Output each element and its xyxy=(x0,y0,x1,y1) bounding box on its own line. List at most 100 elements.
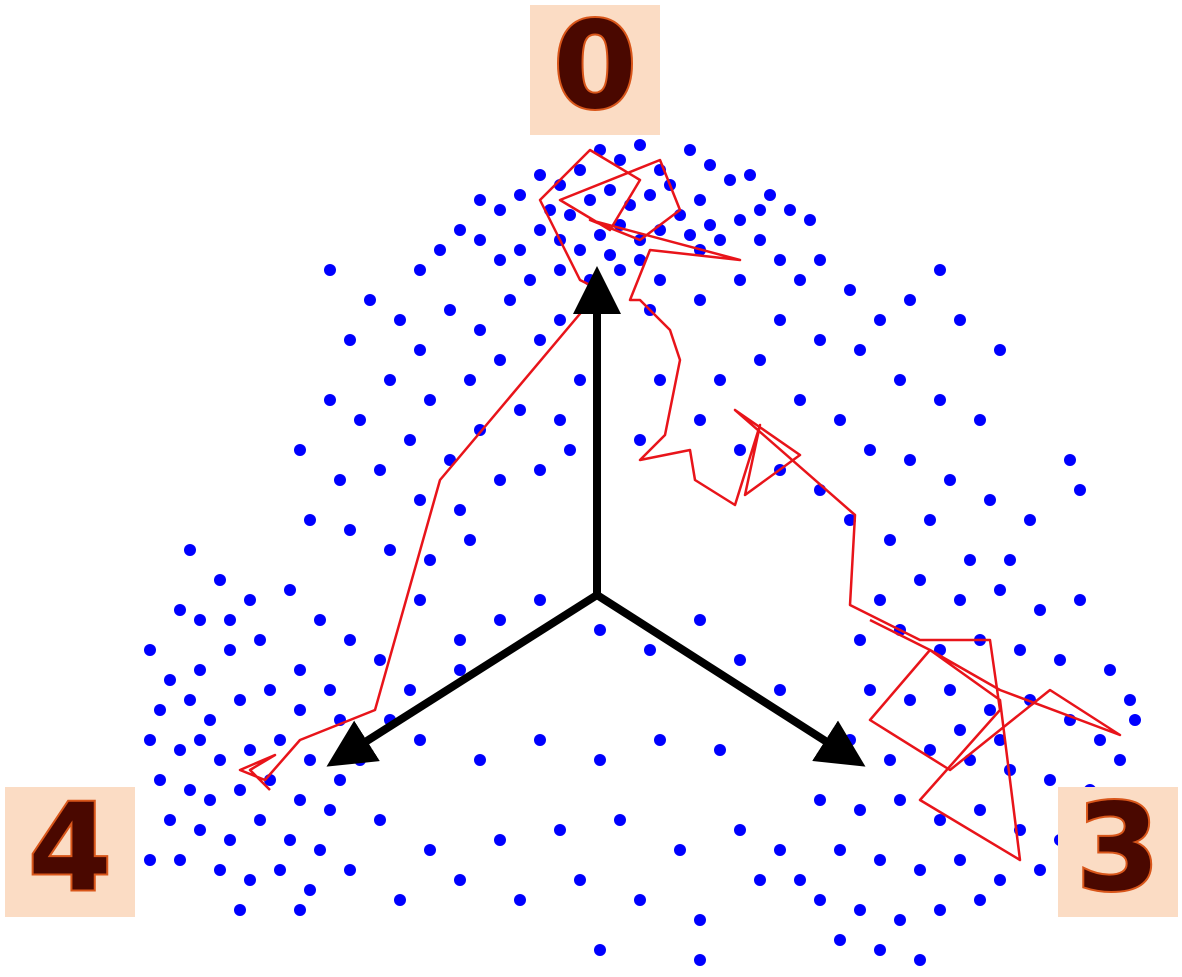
point xyxy=(794,274,806,286)
point xyxy=(354,754,366,766)
point xyxy=(374,654,386,666)
point xyxy=(714,374,726,386)
point xyxy=(454,874,466,886)
point xyxy=(1034,604,1046,616)
point xyxy=(294,664,306,676)
point xyxy=(574,244,586,256)
point xyxy=(974,894,986,906)
point xyxy=(654,734,666,746)
point xyxy=(914,864,926,876)
point xyxy=(494,834,506,846)
point xyxy=(454,664,466,676)
point xyxy=(1004,554,1016,566)
point xyxy=(454,224,466,236)
point xyxy=(154,774,166,786)
point xyxy=(694,294,706,306)
point xyxy=(184,784,196,796)
point xyxy=(414,594,426,606)
point xyxy=(954,314,966,326)
point xyxy=(284,834,296,846)
point xyxy=(324,804,336,816)
point xyxy=(594,754,606,766)
point xyxy=(974,804,986,816)
point xyxy=(204,714,216,726)
point xyxy=(294,444,306,456)
point xyxy=(494,204,506,216)
point xyxy=(944,474,956,486)
point xyxy=(984,494,996,506)
point xyxy=(734,274,746,286)
point xyxy=(634,894,646,906)
point xyxy=(294,794,306,806)
point xyxy=(604,184,616,196)
point xyxy=(764,189,776,201)
point xyxy=(494,254,506,266)
point xyxy=(234,784,246,796)
point xyxy=(994,874,1006,886)
point xyxy=(694,414,706,426)
point xyxy=(1114,754,1126,766)
point xyxy=(424,844,436,856)
point xyxy=(244,594,256,606)
point xyxy=(854,904,866,916)
point xyxy=(244,744,256,756)
point xyxy=(794,394,806,406)
point xyxy=(304,754,316,766)
point xyxy=(184,694,196,706)
point xyxy=(744,169,756,181)
point xyxy=(644,189,656,201)
point xyxy=(504,294,516,306)
point xyxy=(214,864,226,876)
point xyxy=(374,814,386,826)
point xyxy=(674,844,686,856)
point xyxy=(594,229,606,241)
point xyxy=(424,394,436,406)
point xyxy=(654,374,666,386)
point xyxy=(214,754,226,766)
point xyxy=(494,354,506,366)
arrow xyxy=(597,595,852,758)
point xyxy=(734,444,746,456)
point xyxy=(704,219,716,231)
point xyxy=(1064,454,1076,466)
point xyxy=(274,734,286,746)
point xyxy=(224,834,236,846)
point xyxy=(904,694,916,706)
point xyxy=(884,534,896,546)
digit-label: 3 xyxy=(1058,780,1178,919)
point xyxy=(994,344,1006,356)
point xyxy=(754,204,766,216)
point xyxy=(314,614,326,626)
point xyxy=(1014,644,1026,656)
point xyxy=(474,754,486,766)
point xyxy=(434,244,446,256)
point xyxy=(534,464,546,476)
point xyxy=(734,214,746,226)
point xyxy=(554,824,566,836)
point xyxy=(414,344,426,356)
point xyxy=(474,234,486,246)
point xyxy=(954,594,966,606)
point xyxy=(184,544,196,556)
point xyxy=(1094,734,1106,746)
point xyxy=(914,954,926,966)
point xyxy=(214,574,226,586)
point xyxy=(284,584,296,596)
point xyxy=(524,274,536,286)
point xyxy=(904,454,916,466)
point xyxy=(444,304,456,316)
point xyxy=(734,654,746,666)
point xyxy=(894,794,906,806)
point xyxy=(384,544,396,556)
point xyxy=(974,414,986,426)
point xyxy=(754,234,766,246)
point xyxy=(454,504,466,516)
point xyxy=(784,204,796,216)
point xyxy=(404,434,416,446)
point xyxy=(234,904,246,916)
point xyxy=(934,904,946,916)
digit: 0 xyxy=(553,0,637,137)
point xyxy=(174,854,186,866)
point xyxy=(354,414,366,426)
point xyxy=(204,794,216,806)
